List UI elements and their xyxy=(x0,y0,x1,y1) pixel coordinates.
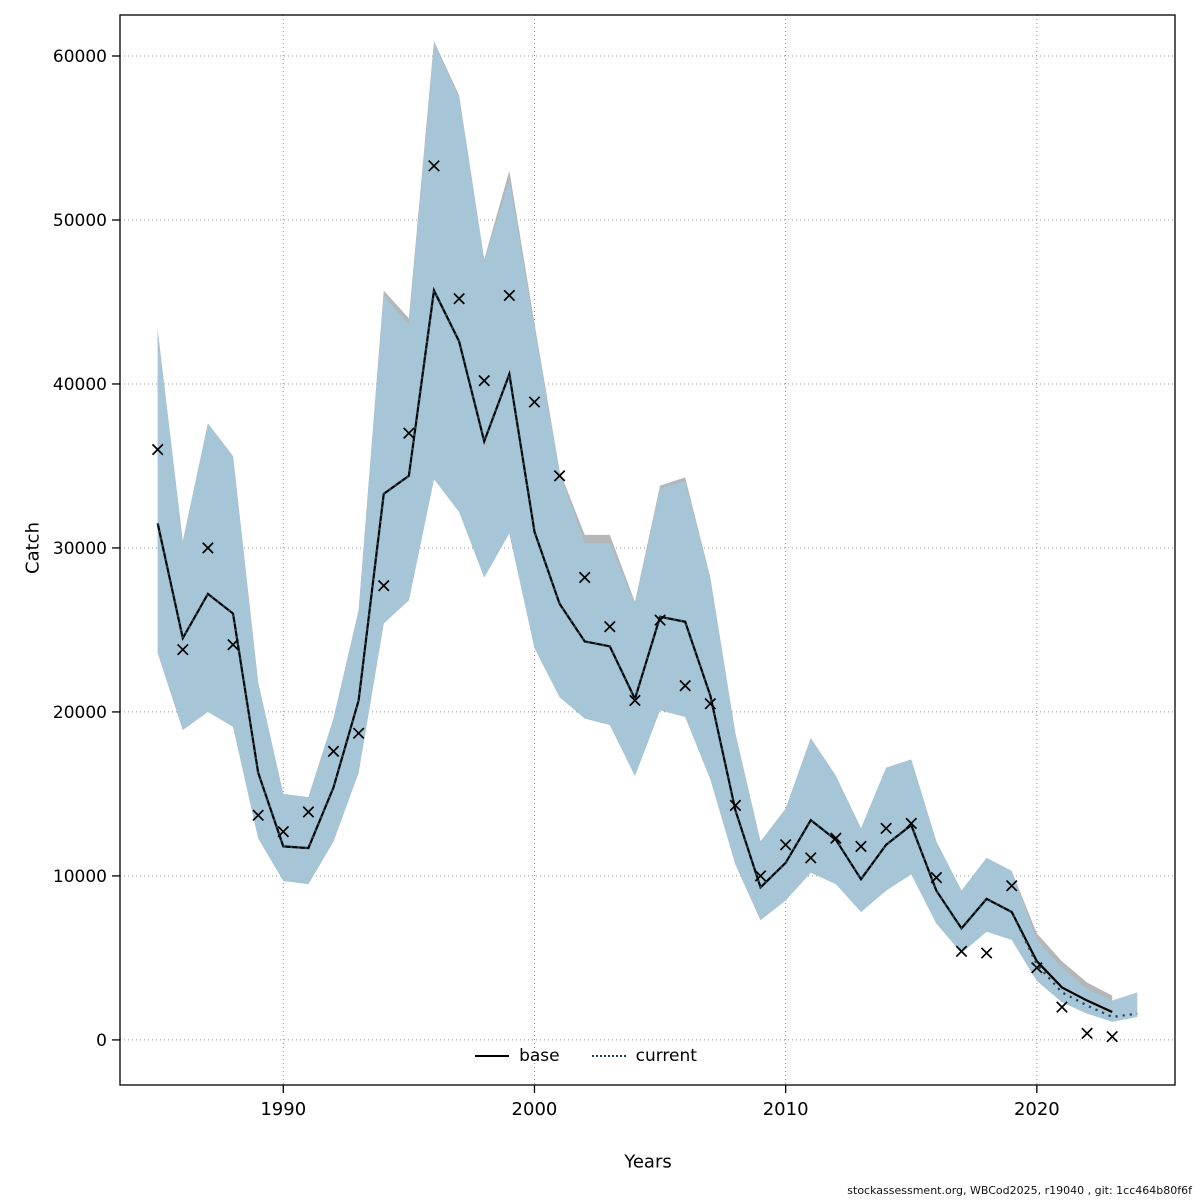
y-tick-label: 20000 xyxy=(53,703,107,723)
legend-item-current: current xyxy=(591,1046,697,1066)
y-tick-label: 30000 xyxy=(53,539,107,559)
y-tick-label: 50000 xyxy=(53,211,107,231)
y-tick-label: 40000 xyxy=(53,375,107,395)
x-tick-label: 2020 xyxy=(1014,1099,1060,1120)
x-axis-label: Years xyxy=(624,1151,672,1173)
legend-label-base: base xyxy=(519,1046,560,1066)
base-line-sample-icon xyxy=(475,1055,510,1057)
y-tick-label: 0 xyxy=(96,1031,107,1051)
y-axis-label: Catch xyxy=(22,522,44,574)
x-tick-label: 1990 xyxy=(260,1099,306,1120)
legend-item-base: base xyxy=(475,1046,560,1066)
current-confidence-band xyxy=(157,42,1138,1022)
footer-credit: stockassessment.org, WBCod2025, r19040 ,… xyxy=(847,1184,1192,1197)
current-line xyxy=(156,286,1138,1019)
observation-markers xyxy=(151,160,1119,1043)
y-tick-label: 60000 xyxy=(53,47,107,67)
y-tick-label: 10000 xyxy=(53,867,107,887)
legend-label-current: current xyxy=(635,1046,697,1066)
plot-frame xyxy=(119,14,1176,1086)
tick-labels: 0 10000 20000 30000 40000 50000 60000 1990 2000 2… xyxy=(53,47,1060,1120)
axis-ticks xyxy=(112,55,1038,1093)
current-line-sample-icon xyxy=(591,1055,626,1057)
x-tick-label: 2000 xyxy=(512,1099,558,1120)
x-tick-label: 2010 xyxy=(763,1099,809,1120)
legend: base current xyxy=(452,1042,720,1070)
